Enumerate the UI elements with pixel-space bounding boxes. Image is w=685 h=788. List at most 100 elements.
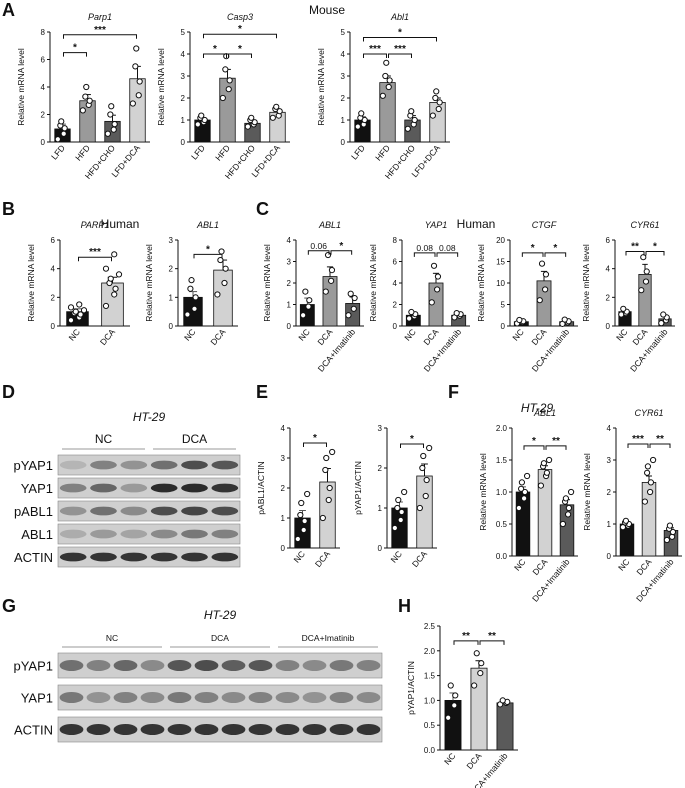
y-tick-label: 1 bbox=[181, 116, 186, 125]
data-point bbox=[82, 93, 89, 100]
y-tick-label: 5 bbox=[341, 28, 346, 37]
blot-band bbox=[86, 660, 111, 671]
significance-label: ** bbox=[552, 436, 560, 447]
significance-bracket bbox=[63, 34, 137, 39]
data-point bbox=[300, 526, 307, 534]
y-tick-label: 1.0 bbox=[424, 696, 436, 705]
significance-bracket bbox=[363, 37, 437, 42]
data-point bbox=[244, 123, 251, 130]
data-point bbox=[663, 536, 671, 544]
significance-label: *** bbox=[94, 25, 106, 36]
data-point bbox=[133, 45, 140, 52]
y-tick-label: 0 bbox=[607, 552, 612, 561]
significance-bracket bbox=[479, 640, 505, 645]
data-point bbox=[499, 697, 506, 704]
y-tick-label: 6 bbox=[51, 236, 56, 245]
y-axis-label: Relative mRNA level bbox=[156, 48, 166, 126]
significance-bracket bbox=[436, 252, 459, 257]
y-axis-label: Relative mRNA level bbox=[16, 48, 26, 126]
significance-bracket bbox=[400, 443, 424, 448]
panel-label-e: E bbox=[256, 382, 268, 402]
blot-band bbox=[150, 552, 178, 562]
significance-bracket bbox=[363, 53, 387, 58]
blot-band bbox=[167, 724, 192, 735]
data-point bbox=[61, 125, 68, 132]
blot-row-label: ACTIN bbox=[14, 723, 53, 738]
data-point bbox=[111, 291, 118, 298]
data-point bbox=[537, 482, 545, 489]
data-point bbox=[184, 311, 191, 318]
data-point bbox=[542, 286, 549, 293]
data-point bbox=[536, 297, 543, 304]
data-point bbox=[411, 116, 418, 124]
bar bbox=[470, 667, 488, 751]
blot-band bbox=[120, 483, 148, 493]
category-label: LFD bbox=[189, 143, 207, 162]
data-point bbox=[104, 130, 111, 137]
category-label: DCA bbox=[529, 327, 548, 347]
data-point bbox=[622, 517, 630, 524]
significance-bracket bbox=[303, 442, 327, 447]
blot-band bbox=[275, 692, 300, 703]
blot-row-label: pABL1 bbox=[14, 504, 53, 519]
blot-band bbox=[59, 692, 84, 703]
category-label: NC bbox=[442, 751, 458, 767]
y-tick-label: 3 bbox=[181, 72, 186, 81]
significance-label: * bbox=[313, 433, 317, 444]
data-point bbox=[451, 702, 458, 709]
y-axis-label: Relative mRNA level bbox=[26, 244, 36, 322]
data-point bbox=[545, 456, 553, 464]
blot-band bbox=[181, 483, 208, 493]
chart-b1: 0 2 4 6 Relative mRNA level PARP1 NC DCA *** bbox=[26, 220, 130, 347]
y-tick-label: 4 bbox=[606, 265, 611, 274]
y-tick-label: 6 bbox=[393, 258, 398, 267]
data-point bbox=[326, 484, 333, 492]
blot-band bbox=[248, 724, 273, 735]
category-label: NC bbox=[510, 327, 526, 343]
blot-band bbox=[211, 483, 239, 493]
data-point bbox=[445, 714, 452, 721]
data-point bbox=[419, 464, 426, 472]
blot-band bbox=[194, 660, 219, 671]
blot-group-label: NC bbox=[106, 633, 118, 643]
chart-title: ABL1 bbox=[196, 220, 219, 230]
category-label: NC bbox=[296, 327, 312, 343]
heading-human-c: Human bbox=[457, 217, 496, 231]
significance-bracket bbox=[193, 253, 223, 259]
data-point bbox=[416, 504, 423, 512]
y-tick-label: 10 bbox=[496, 279, 505, 288]
y-tick-label: 2 bbox=[393, 301, 398, 310]
data-point bbox=[646, 488, 654, 496]
y-axis-label: Relative mRNA level bbox=[478, 453, 488, 531]
category-label: NC bbox=[512, 557, 528, 573]
significance-bracket bbox=[544, 252, 567, 257]
category-label: DCA bbox=[98, 327, 117, 347]
data-point bbox=[194, 121, 201, 128]
data-point bbox=[107, 111, 114, 118]
data-point bbox=[660, 311, 667, 318]
y-tick-label: 0 bbox=[341, 138, 346, 147]
blot-band bbox=[150, 483, 178, 493]
y-tick-label: 1.5 bbox=[496, 456, 508, 465]
blot-band bbox=[120, 460, 148, 470]
data-point bbox=[666, 522, 674, 529]
y-axis-label: Relative mRNA level bbox=[476, 244, 486, 322]
y-tick-label: 4 bbox=[607, 424, 612, 433]
data-point bbox=[641, 498, 649, 505]
significance-bracket bbox=[203, 53, 227, 58]
data-point bbox=[453, 310, 460, 317]
blot-band bbox=[194, 724, 219, 735]
y-axis-label: Relative mRNA level bbox=[144, 244, 154, 322]
data-point bbox=[643, 268, 650, 275]
category-label: NC bbox=[402, 327, 418, 343]
y-axis-label: Relative mRNA level bbox=[582, 453, 592, 531]
bar bbox=[213, 269, 233, 327]
y-tick-label: 0 bbox=[41, 138, 46, 147]
significance-label: ** bbox=[631, 241, 639, 252]
panel-label-b: B bbox=[2, 199, 15, 219]
data-point bbox=[214, 291, 221, 298]
data-point bbox=[523, 472, 531, 480]
